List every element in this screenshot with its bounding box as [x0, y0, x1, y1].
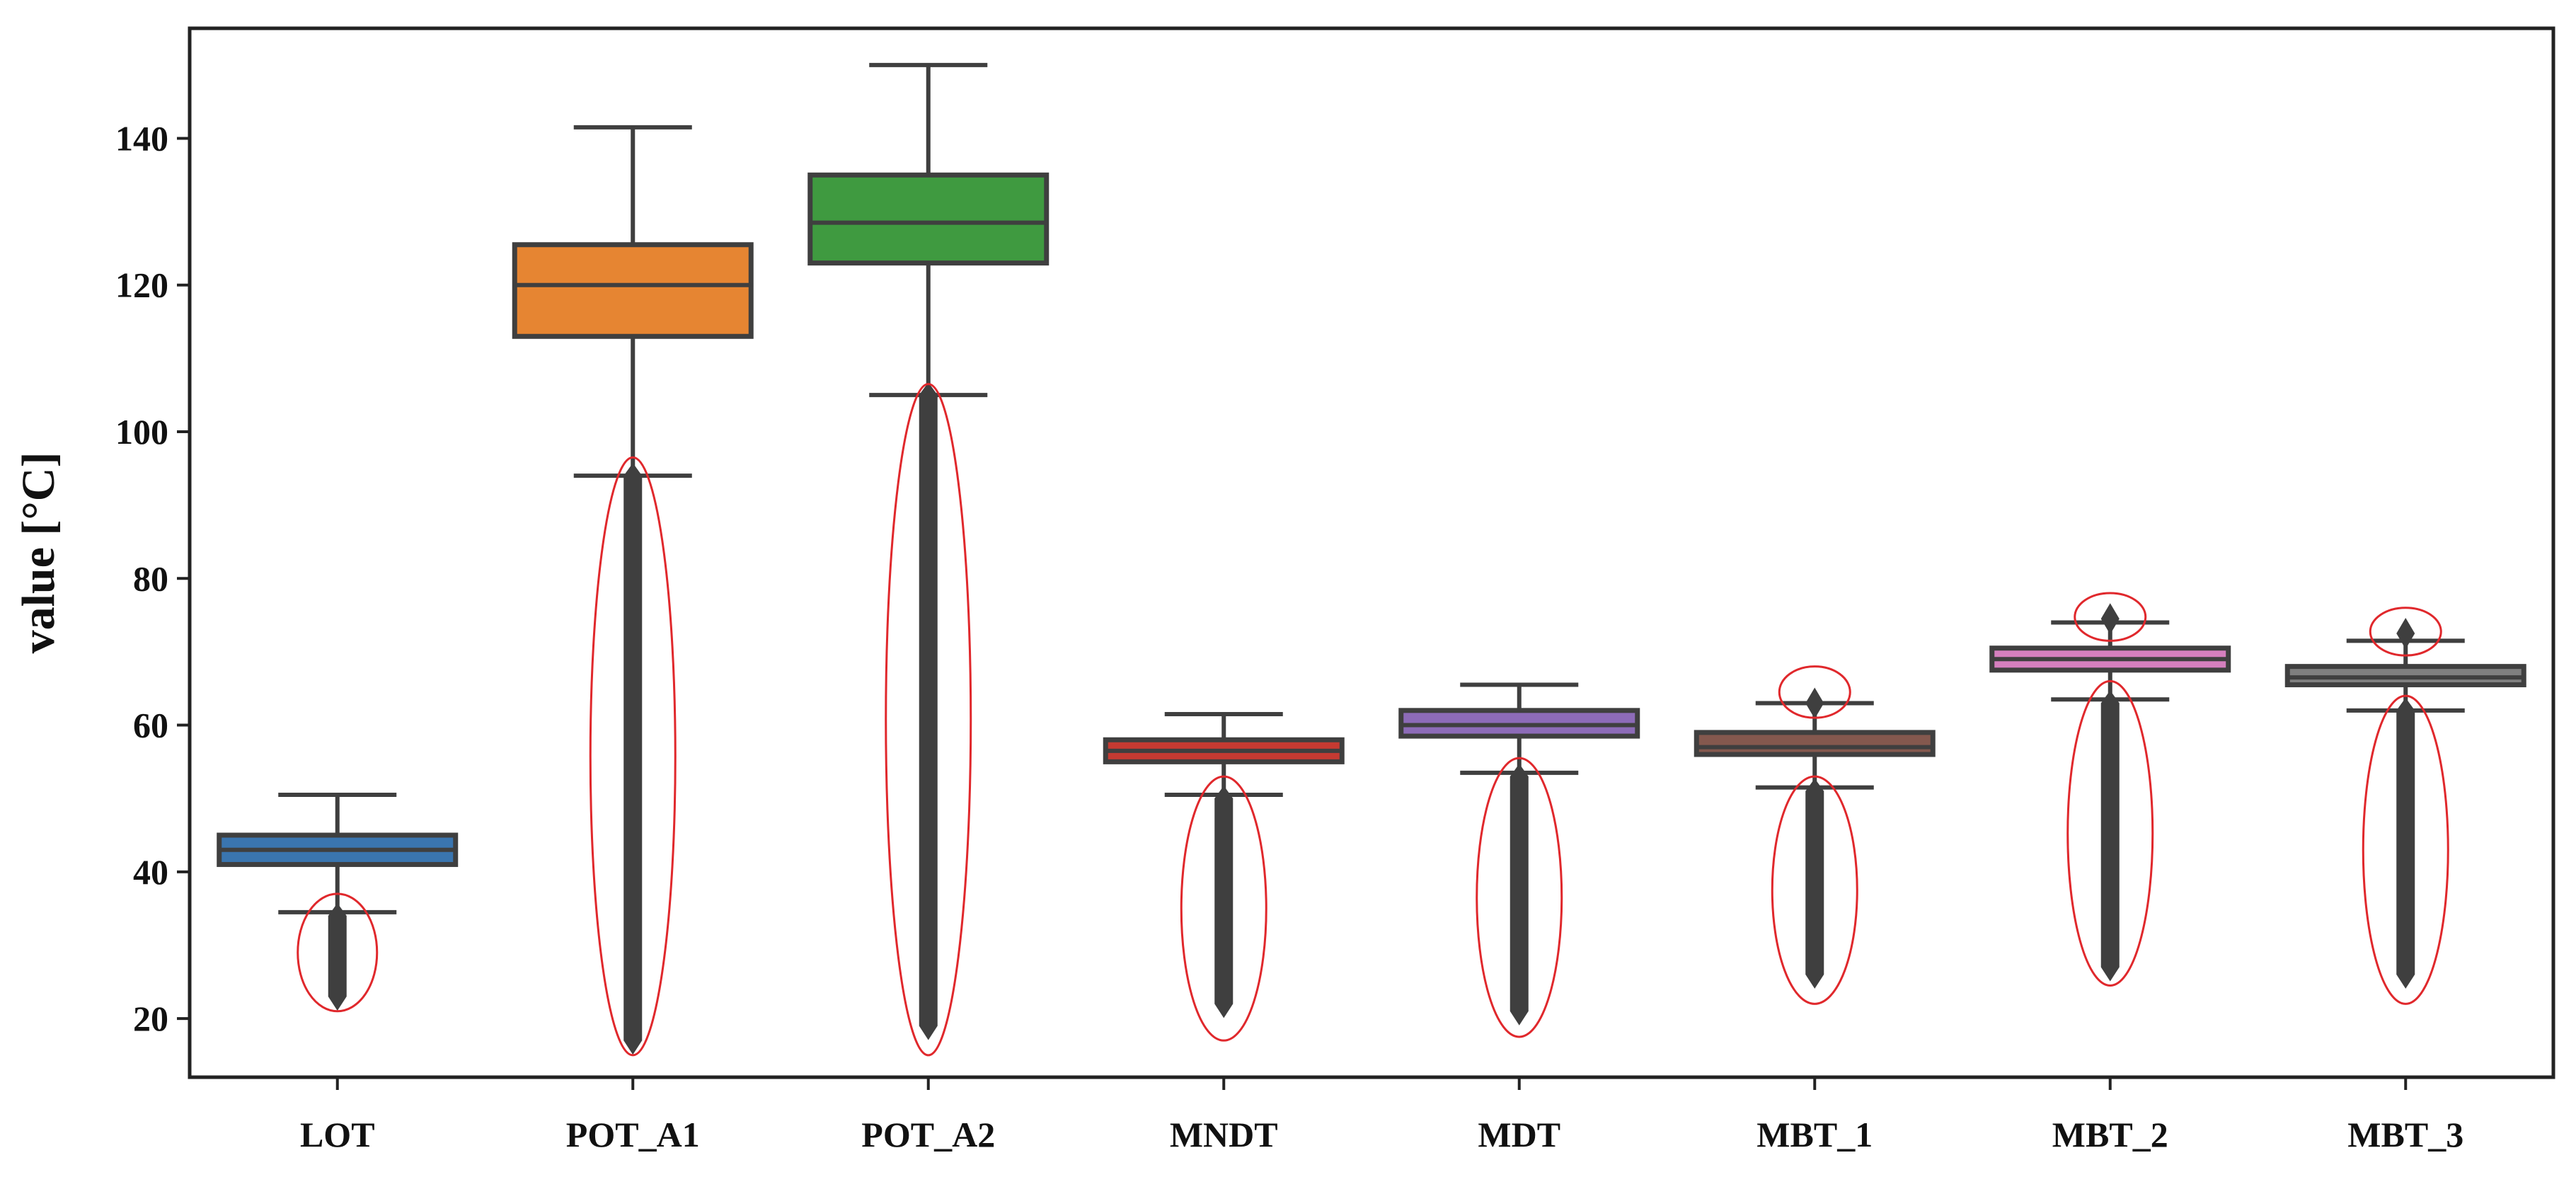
- plot-area: [217, 62, 2526, 1057]
- y-tick-label: 40: [133, 852, 168, 892]
- x-tick-label: MBT_1: [1756, 1115, 1873, 1154]
- box-body: [807, 172, 1050, 266]
- outlier-highlight-ellipse: [1778, 665, 1851, 719]
- y-tick-label: 60: [133, 706, 168, 745]
- outlier-highlight-ellipse: [2074, 592, 2147, 642]
- outlier-highlight-ellipse: [1771, 775, 1858, 1005]
- outlier-band: [1510, 764, 1529, 1026]
- outlier-highlight-ellipse: [2066, 679, 2154, 987]
- outlier-highlight-ellipse: [2362, 694, 2449, 1005]
- y-tick-label: 120: [115, 265, 168, 305]
- outlier-highlight-ellipse: [2369, 607, 2442, 657]
- x-tick-label: MBT_3: [2347, 1115, 2463, 1154]
- outlier-highlight-ellipse: [1180, 775, 1267, 1042]
- outlier-marker: [2100, 603, 2120, 635]
- outlier-band: [328, 903, 347, 1011]
- plot-frame: [188, 26, 2555, 1079]
- outlier-band: [623, 463, 643, 1055]
- outlier-marker: [2396, 618, 2415, 649]
- y-axis-title: value [°C]: [13, 452, 64, 654]
- x-tick-label: MNDT: [1170, 1115, 1278, 1154]
- box-mbt-3: [2284, 618, 2526, 989]
- outlier-band: [1805, 778, 1824, 989]
- box-lot: [217, 793, 459, 1011]
- box-pot-a2: [807, 62, 1050, 1040]
- box-mndt: [1103, 712, 1345, 1018]
- box-pot-a1: [512, 125, 754, 1055]
- y-tick-label: 100: [115, 412, 168, 452]
- box-mbt-1: [1694, 687, 1936, 989]
- outlier-band: [2100, 690, 2120, 982]
- outlier-band: [1214, 786, 1234, 1018]
- x-tick-label: LOT: [300, 1115, 375, 1154]
- outlier-highlight-ellipse: [297, 892, 379, 1013]
- box-mdt: [1398, 682, 1640, 1026]
- outlier-band: [2396, 697, 2415, 989]
- x-axis: LOT POT_A1 POT_A2 MNDT MDT MBT_1 MBT_2 MBT_3: [300, 1077, 2463, 1154]
- box-mbt-2: [1989, 603, 2231, 982]
- outlier-highlight-ellipse: [1476, 757, 1563, 1038]
- y-axis: 20 40 60 80 100 120 140: [115, 118, 190, 1038]
- y-tick-label: 20: [133, 999, 168, 1038]
- x-tick-label: POT_A1: [566, 1115, 700, 1154]
- x-tick-label: MBT_2: [2052, 1115, 2168, 1154]
- box-body: [512, 242, 754, 339]
- x-tick-label: POT_A2: [861, 1115, 995, 1154]
- outlier-highlight-ellipse: [589, 456, 677, 1057]
- box-body: [1694, 730, 1936, 757]
- outlier-highlight-ellipse: [885, 383, 972, 1057]
- x-tick-label: MDT: [1478, 1115, 1560, 1154]
- outlier-marker: [1805, 687, 1824, 719]
- y-tick-label: 140: [115, 118, 168, 158]
- y-tick-label: 80: [133, 558, 168, 598]
- outlier-band: [919, 382, 938, 1040]
